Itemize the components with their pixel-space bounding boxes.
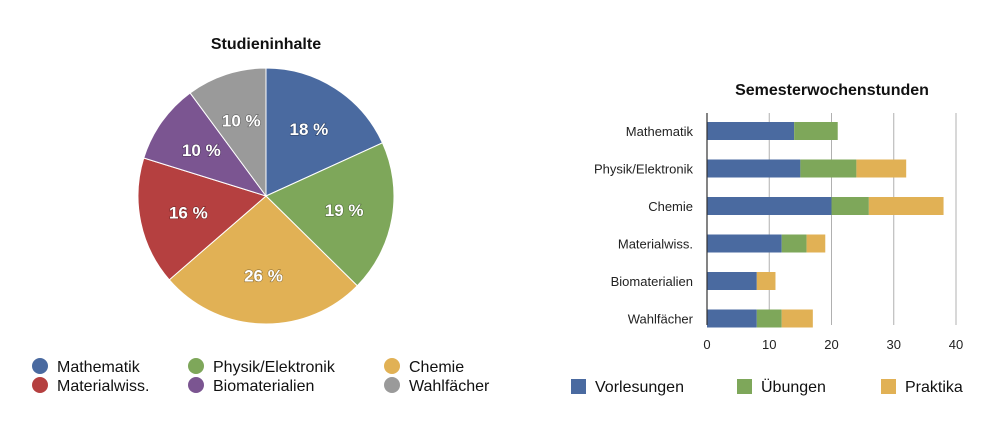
bar-materialwiss-vorlesungen [707,234,782,253]
legend-swatch-chemie [384,358,400,374]
category-label-wahlfaecher: Wahlfächer [628,312,694,327]
bar-category-labels: Mathematik Physik/Elektronik Chemie Materia… [594,124,694,327]
legend-swatch-praktika [881,379,896,394]
pie-label-mathematik: 18 % [290,120,329,139]
legend-label-physik-elektronik: Physik/Elektronik [213,359,336,376]
x-tick-40: 40 [949,337,963,352]
pie-slice-physik-elektronik [265,142,395,287]
category-label-chemie: Chemie [648,199,693,214]
pie-label-biomaterialien: 10 % [182,141,221,160]
legend-label-materialwiss: Materialwiss. [57,378,149,395]
legend-label-chemie: Chemie [409,359,464,376]
category-label-materialwiss: Materialwiss. [618,237,693,252]
x-tick-30: 30 [887,337,901,352]
legend-label-praktika: Praktika [905,379,963,396]
bar-physik-elektronik-vorlesungen [707,159,801,178]
pie-slice-biomaterialien [143,92,268,197]
x-tick-0: 0 [703,337,710,352]
bar-mathematik-uebungen [794,122,838,140]
legend-swatch-mathematik [32,358,48,374]
legend-swatch-uebungen [737,379,752,394]
pie-slice-chemie [168,195,358,325]
legend-label-biomaterialien: Biomaterialien [213,378,314,395]
x-tick-20: 20 [824,337,838,352]
pie-slice-materialwiss [137,157,268,281]
legend-swatch-biomaterialien [188,377,204,393]
legend-label-vorlesungen: Vorlesungen [595,379,684,396]
pie-label-physik-elektronik: 19 % [325,201,364,220]
bar-biomaterialien-praktika [756,272,776,290]
bar-mathematik-vorlesungen [707,122,795,140]
legend-swatch-physik-elektronik [188,358,204,374]
bar-biomaterialien-vorlesungen [707,272,757,290]
bar-materialwiss-uebungen [781,234,807,253]
bar-title: Semesterwochenstunden [735,82,929,99]
bar-chart: Semesterwochenstunden Mathematik Physik/E… [571,82,963,396]
x-tick-10: 10 [762,337,776,352]
bar-wahlfaecher-uebungen [756,309,782,328]
legend-swatch-vorlesungen [571,379,586,394]
pie-label-chemie: 26 % [244,266,283,285]
legend-swatch-materialwiss [32,377,48,393]
pie-title: Studieninhalte [211,36,321,53]
bar-legend: Vorlesungen Übungen Praktika [571,378,963,396]
legend-label-uebungen: Übungen [761,378,826,396]
pie-label-wahlfaecher: 10 % [222,112,261,131]
bar-tick-labels: 0 10 20 30 40 [703,337,963,352]
bar-chemie-uebungen [831,197,869,215]
bar-wahlfaecher-vorlesungen [707,309,757,328]
category-label-biomaterialien: Biomaterialien [611,274,693,289]
bar-physik-elektronik-praktika [856,159,907,178]
pie-slice-wahlfaecher [189,67,267,198]
bar-materialwiss-praktika [806,234,826,253]
bar-bars [707,122,944,328]
bar-chemie-praktika [868,197,944,215]
category-label-physik-elektronik: Physik/Elektronik [594,162,693,177]
category-label-mathematik: Mathematik [626,124,694,139]
bar-physik-elektronik-uebungen [800,159,857,178]
legend-label-wahlfaecher: Wahlfächer [409,378,490,395]
legend-swatch-wahlfaecher [384,377,400,393]
pie-labels: 18 % 19 % 26 % 16 % 10 %10 % [168,111,364,286]
legend-label-mathematik: Mathematik [57,359,141,376]
pie-chart: Studieninhalte 18 %19 %26 %16 %10 %10 % … [32,36,490,395]
pie-legend: Mathematik Physik/Elektronik Chemie Materia… [32,358,490,395]
bar-chemie-vorlesungen [707,197,832,215]
pie-slices [137,67,395,325]
bar-gridlines [768,113,957,325]
pie-slice-mathematik [265,67,384,197]
pie-label-materialwiss: 16 % [169,203,208,222]
bar-wahlfaecher-praktika [781,309,813,328]
